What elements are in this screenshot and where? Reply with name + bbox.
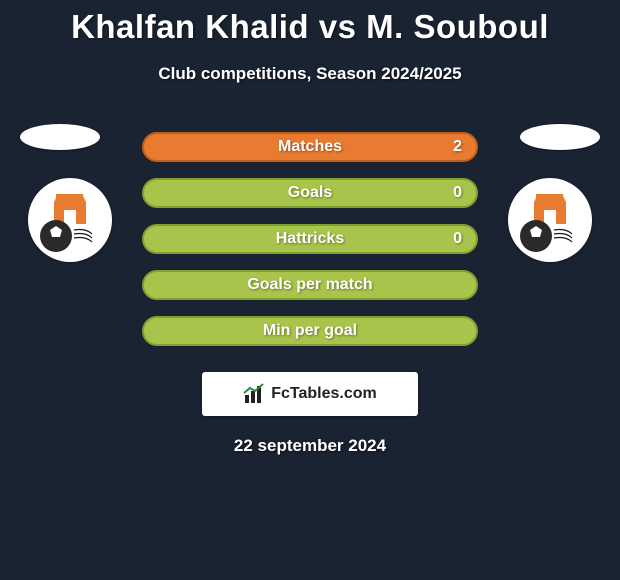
bar-chart-icon <box>243 383 265 405</box>
stat-label: Min per goal <box>144 322 476 340</box>
brand-text: FcTables.com <box>271 385 377 403</box>
stat-row: Hattricks0 <box>0 216 620 262</box>
stat-row: Goals0 <box>0 170 620 216</box>
stat-row: Min per goal <box>0 308 620 354</box>
stat-row: Goals per match <box>0 262 620 308</box>
page-title: Khalfan Khalid vs M. Souboul <box>0 0 620 46</box>
subtitle: Club competitions, Season 2024/2025 <box>0 64 620 84</box>
stat-pill: Hattricks0 <box>142 224 478 254</box>
stat-label: Hattricks <box>144 230 476 248</box>
stat-label: Goals <box>144 184 476 202</box>
stat-label: Matches <box>144 138 476 156</box>
brand-badge: FcTables.com <box>202 372 418 416</box>
stat-value: 0 <box>453 230 462 248</box>
stat-pill: Min per goal <box>142 316 478 346</box>
stat-value: 0 <box>453 184 462 202</box>
stat-pill: Goals per match <box>142 270 478 300</box>
stat-label: Goals per match <box>144 276 476 294</box>
stat-value: 2 <box>453 138 462 156</box>
comparison-card: Khalfan Khalid vs M. Souboul Club compet… <box>0 0 620 580</box>
stat-pill: Goals0 <box>142 178 478 208</box>
stat-pill: Matches2 <box>142 132 478 162</box>
stat-rows: Matches2Goals0Hattricks0Goals per matchM… <box>0 124 620 354</box>
stat-row: Matches2 <box>0 124 620 170</box>
footer-date: 22 september 2024 <box>0 436 620 456</box>
